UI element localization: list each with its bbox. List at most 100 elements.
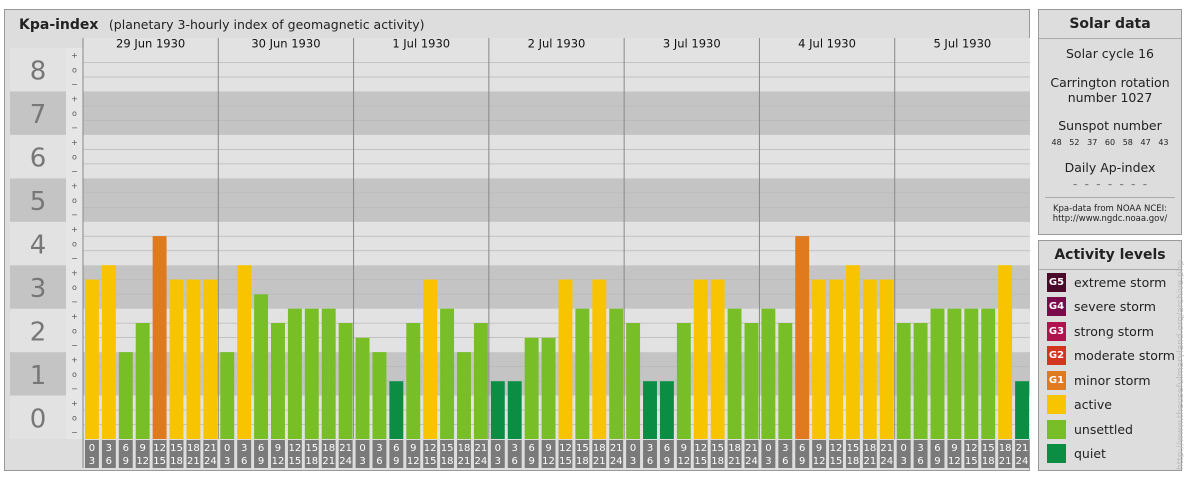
- interval-end: 12: [542, 456, 555, 467]
- kp-bar: [778, 323, 793, 439]
- interval-end: 15: [153, 456, 166, 467]
- activity-levels-title: Activity levels: [1039, 241, 1181, 270]
- interval-box: [271, 440, 285, 468]
- interval-box: [592, 440, 607, 468]
- sublevel-mark: −: [71, 341, 78, 350]
- interval-box: [676, 440, 691, 468]
- interval-end: 15: [694, 456, 707, 467]
- interval-end: 6: [647, 456, 653, 467]
- y-band: [10, 221, 66, 266]
- kp-bar: [845, 265, 860, 439]
- activity-level-severe-storm: G4 severe storm: [1047, 297, 1156, 317]
- interval-end: 6: [241, 456, 247, 467]
- sublevel-mark: o: [72, 413, 77, 422]
- interval-end: 3: [495, 456, 501, 467]
- kp-bar: [896, 323, 911, 439]
- y-tick-label: 1: [30, 361, 47, 391]
- level-swatch: G3: [1047, 321, 1066, 341]
- day-label: 4 Jul 1930: [798, 38, 856, 51]
- sublevel-mark: −: [71, 254, 78, 263]
- interval-end: 9: [664, 456, 670, 467]
- interval-start: 18: [863, 443, 876, 454]
- kp-bar: [457, 352, 471, 439]
- interval-end: 18: [170, 456, 183, 467]
- sublevel-mark: −: [71, 297, 78, 306]
- level-label: quiet: [1074, 446, 1106, 461]
- interval-start: 21: [475, 443, 488, 454]
- kp-bar: [727, 308, 742, 439]
- y-tick-label: 2: [30, 317, 47, 347]
- kp-bar: [795, 236, 810, 439]
- interval-end: 24: [880, 456, 893, 467]
- interval-end: 12: [407, 456, 420, 467]
- kp-bar: [676, 323, 691, 439]
- interval-box: [118, 440, 133, 468]
- sublevel-mark: o: [72, 109, 77, 118]
- kp-bar: [135, 323, 150, 439]
- level-label: minor storm: [1074, 372, 1151, 388]
- carrington-line-1: Carrington rotation: [1050, 75, 1170, 90]
- interval-start: 0: [765, 443, 771, 454]
- interval-start: 0: [224, 443, 230, 454]
- interval-start: 6: [393, 443, 399, 454]
- interval-box: [896, 440, 911, 468]
- date-strip: [83, 38, 1030, 48]
- interval-box: [659, 440, 674, 468]
- sublevel-mark: o: [72, 66, 77, 75]
- interval-end: 15: [830, 456, 843, 467]
- interval-start: 3: [241, 443, 247, 454]
- interval-box: [947, 440, 962, 468]
- interval-box: [338, 440, 353, 468]
- interval-box: [355, 440, 370, 468]
- kp-bar: [558, 279, 573, 439]
- interval-start: 12: [153, 443, 166, 454]
- sublevel-mark: +: [71, 268, 78, 277]
- y-tick-label: 8: [30, 57, 47, 87]
- interval-start: 21: [880, 443, 893, 454]
- interval-start: 3: [376, 443, 382, 454]
- interval-end: 3: [765, 456, 771, 467]
- interval-box: [727, 440, 742, 468]
- kp-bar: [981, 308, 996, 439]
- interval-box: [473, 440, 488, 468]
- interval-start: 18: [728, 443, 741, 454]
- interval-box: [135, 440, 150, 468]
- activity-level-extreme-storm: G5 extreme storm: [1047, 272, 1166, 292]
- interval-end: 18: [576, 456, 589, 467]
- interval-start: 12: [830, 443, 843, 454]
- interval-start: 12: [965, 443, 978, 454]
- interval-start: 3: [782, 443, 788, 454]
- sublevel-mark: +: [71, 95, 78, 104]
- kp-bar: [524, 337, 539, 439]
- interval-end: 3: [900, 456, 906, 467]
- interval-end: 3: [630, 456, 636, 467]
- interval-box: [795, 440, 810, 468]
- interval-end: 6: [376, 456, 382, 467]
- kp-bar: [829, 279, 843, 439]
- source-line-2[interactable]: http://www.ngdc.noaa.gov/: [1052, 214, 1168, 224]
- y-band: [10, 352, 66, 396]
- level-swatch: G5: [1047, 272, 1066, 292]
- interval-box: [710, 440, 725, 468]
- interval-end: 3: [359, 456, 365, 467]
- interval-box: [85, 440, 99, 468]
- interval-start: 6: [664, 443, 670, 454]
- day-label: 5 Jul 1930: [933, 38, 991, 51]
- level-label: extreme storm: [1074, 274, 1167, 290]
- kp-bar: [440, 308, 455, 439]
- interval-box: [203, 440, 218, 468]
- kp-bar: [998, 265, 1013, 439]
- interval-end: 18: [711, 456, 724, 467]
- interval-end: 24: [610, 456, 623, 467]
- sublevel-mark: −: [71, 167, 78, 176]
- interval-box: [457, 440, 471, 468]
- interval-box: [761, 440, 776, 468]
- kp-bar: [913, 323, 928, 439]
- interval-box: [186, 440, 201, 468]
- ap-values: – – – – – – –: [1073, 180, 1147, 189]
- kp-bar: [1015, 381, 1029, 439]
- chart-title: Kpa-index (planetary 3-hourly index of g…: [19, 17, 425, 33]
- interval-start: 0: [495, 443, 501, 454]
- interval-end: 21: [322, 456, 335, 467]
- kp-bar: [879, 279, 894, 439]
